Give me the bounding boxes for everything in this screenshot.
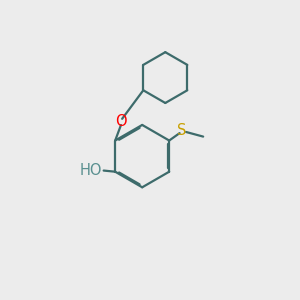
Text: O: O bbox=[115, 114, 127, 129]
Text: S: S bbox=[177, 123, 187, 138]
Text: HO: HO bbox=[79, 163, 102, 178]
